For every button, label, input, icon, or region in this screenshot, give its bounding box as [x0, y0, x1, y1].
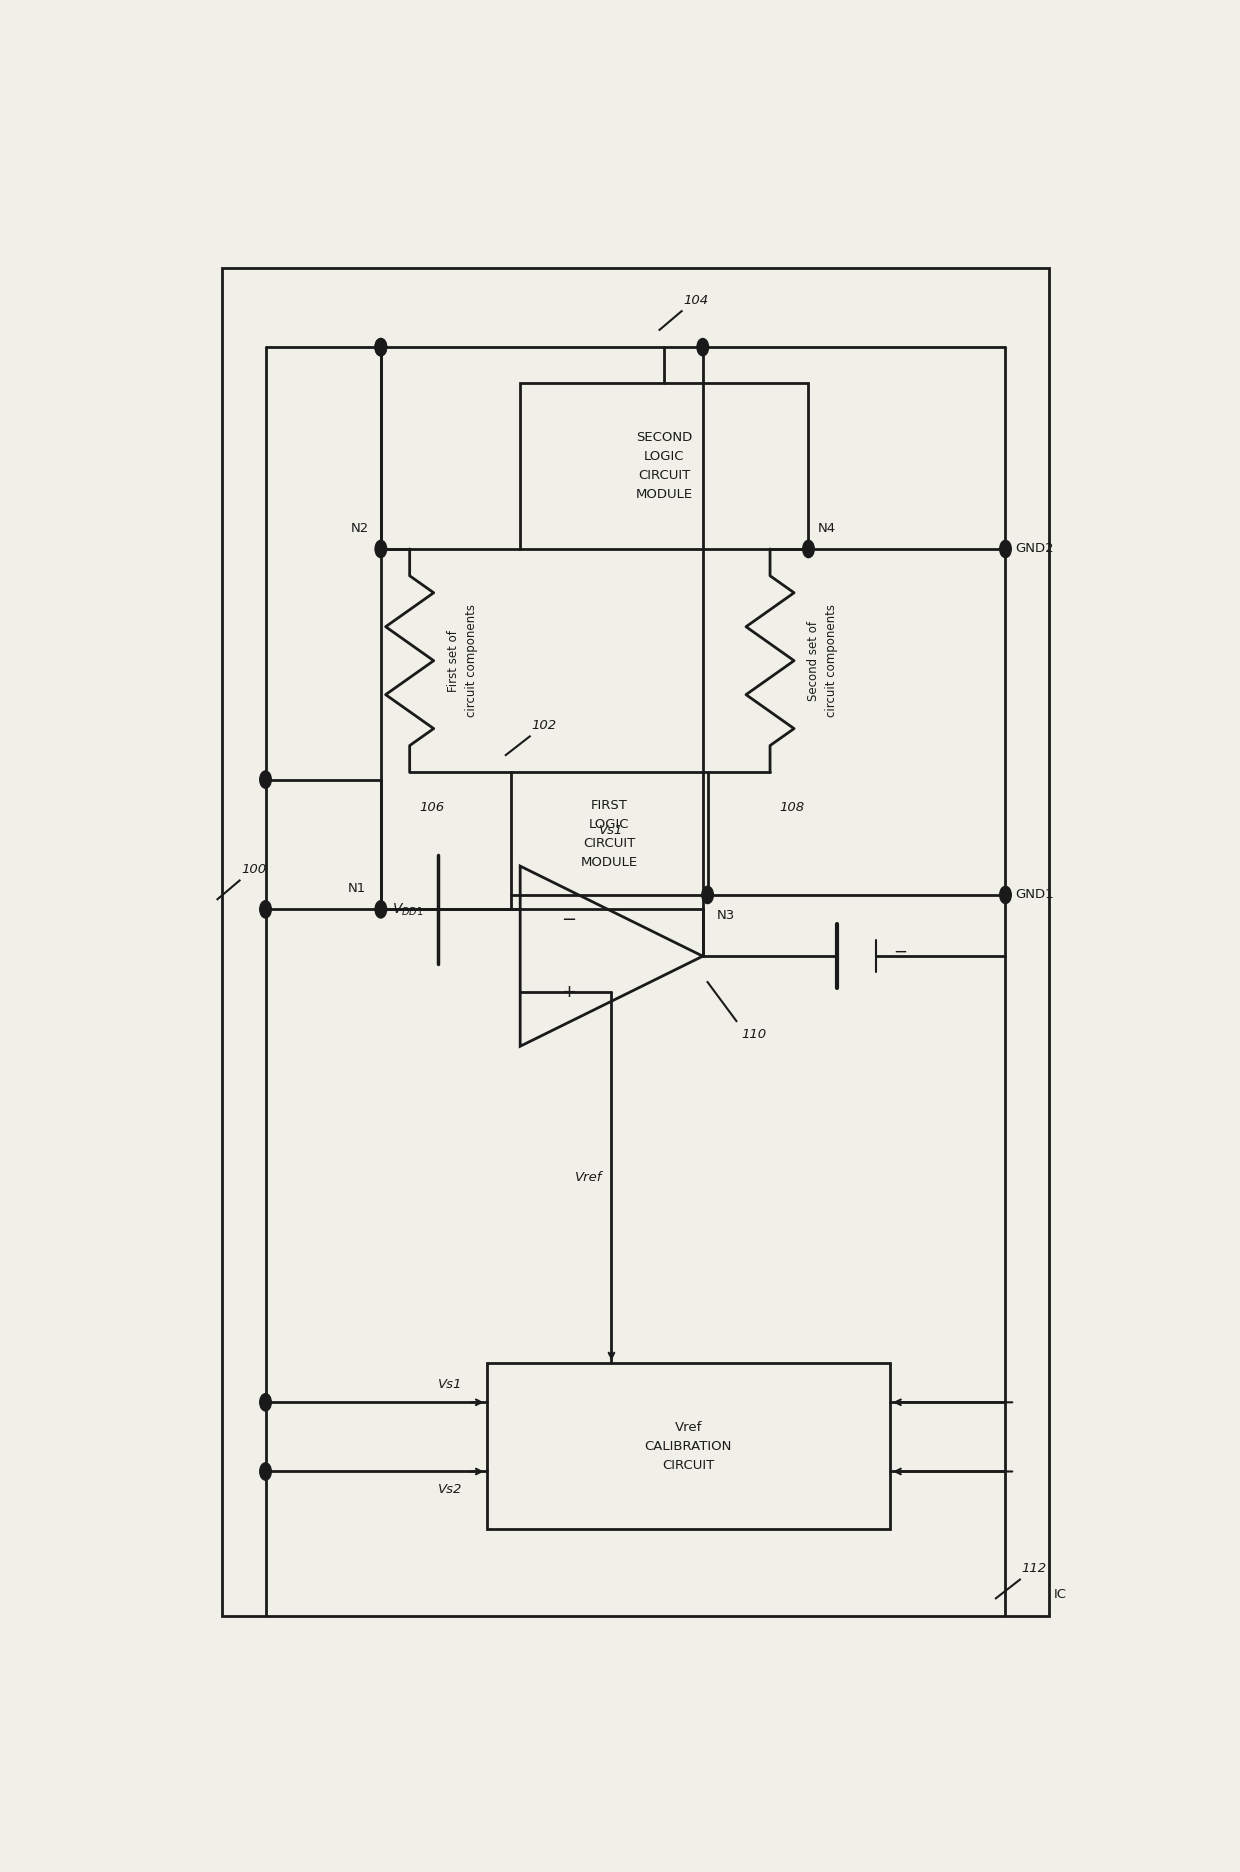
Bar	[521, 384, 808, 548]
Text: FIRST
LOGIC
CIRCUIT
MODULE: FIRST LOGIC CIRCUIT MODULE	[580, 799, 637, 869]
Circle shape	[999, 885, 1012, 904]
Text: Vref
CALIBRATION
CIRCUIT: Vref CALIBRATION CIRCUIT	[645, 1421, 732, 1471]
Text: −: −	[560, 912, 575, 929]
Text: −: −	[893, 943, 906, 960]
Text: N3: N3	[717, 910, 735, 923]
Text: 102: 102	[532, 719, 557, 732]
Circle shape	[374, 541, 387, 558]
Bar	[511, 773, 708, 895]
Text: GND2: GND2	[1016, 543, 1054, 556]
Text: First set of
circuit components: First set of circuit components	[446, 605, 479, 717]
Circle shape	[259, 900, 272, 917]
Text: 106: 106	[419, 801, 444, 814]
Circle shape	[374, 900, 387, 917]
Circle shape	[999, 541, 1012, 558]
Text: 112: 112	[1022, 1563, 1047, 1574]
Circle shape	[702, 885, 713, 904]
Text: N4: N4	[818, 522, 836, 535]
Text: SECOND
LOGIC
CIRCUIT
MODULE: SECOND LOGIC CIRCUIT MODULE	[636, 431, 693, 502]
Text: N1: N1	[348, 882, 367, 895]
Circle shape	[259, 1393, 272, 1411]
Text: Vs1: Vs1	[599, 824, 624, 837]
Text: 100: 100	[242, 863, 267, 876]
Circle shape	[697, 339, 708, 356]
Bar	[222, 268, 1049, 1616]
Circle shape	[374, 339, 387, 356]
Circle shape	[374, 339, 387, 356]
Text: $V_{DD1}$: $V_{DD1}$	[392, 900, 424, 917]
Text: N2: N2	[351, 522, 370, 535]
Bar	[486, 1363, 890, 1529]
Text: Vs2: Vs2	[438, 1483, 463, 1496]
Text: +: +	[560, 983, 575, 1002]
Text: 104: 104	[683, 294, 709, 307]
Circle shape	[802, 541, 815, 558]
Text: Vs1: Vs1	[438, 1378, 463, 1391]
Text: IC: IC	[1054, 1587, 1066, 1601]
Text: Second set of
circuit components: Second set of circuit components	[807, 605, 838, 717]
Circle shape	[259, 771, 272, 788]
Text: GND1: GND1	[1016, 889, 1054, 902]
Text: 110: 110	[742, 1028, 766, 1041]
Text: Vref: Vref	[574, 1172, 601, 1185]
Circle shape	[259, 1462, 272, 1481]
Text: 108: 108	[780, 801, 805, 814]
